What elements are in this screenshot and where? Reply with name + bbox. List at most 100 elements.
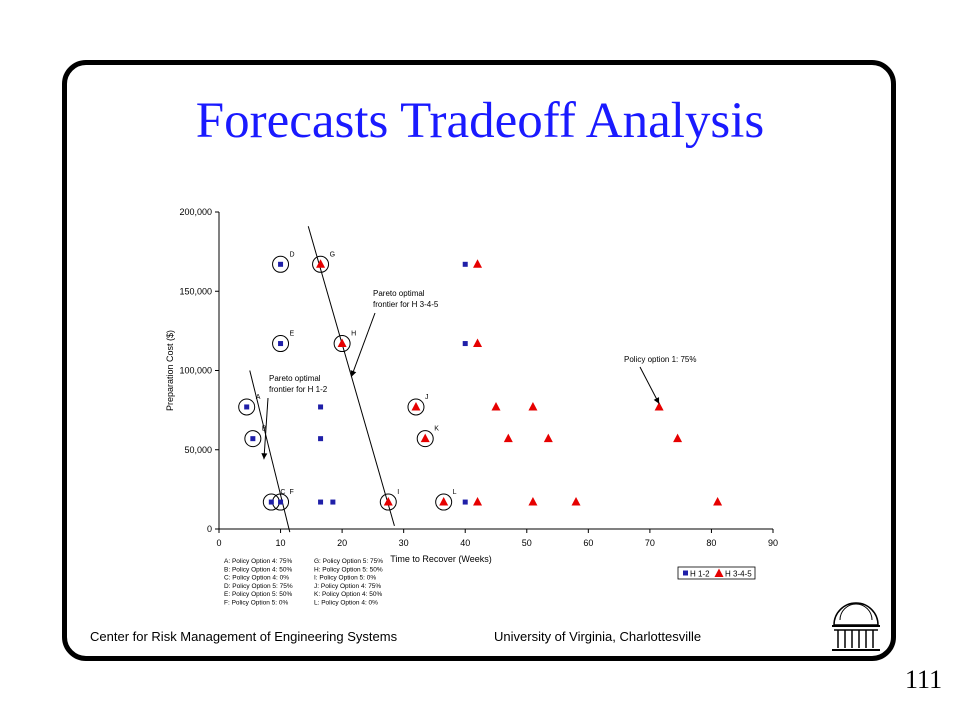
policy-key-item: E: Policy Option 5: 50% bbox=[224, 591, 293, 598]
highlight-circle bbox=[312, 255, 330, 273]
point-h3-4-5 bbox=[383, 497, 393, 506]
y-tick-label: 0 bbox=[207, 524, 212, 534]
point-h3-4-5 bbox=[337, 338, 347, 348]
x-tick-label: 0 bbox=[216, 538, 221, 548]
legend-label-h3-4-5: H 3-4-5 bbox=[725, 570, 752, 579]
point-labels: A B C F E D G H I J K L bbox=[256, 251, 457, 496]
annotation-text: Pareto optimal bbox=[269, 374, 321, 383]
point-h1-2 bbox=[318, 404, 324, 410]
y-axis-title: Preparation Cost ($) bbox=[165, 330, 175, 411]
point-h1-2 bbox=[268, 499, 274, 505]
annotation-text: frontier for H 1-2 bbox=[269, 385, 328, 394]
point-h3-4-5 bbox=[473, 338, 483, 348]
point-label: B bbox=[262, 426, 267, 433]
point-label: H bbox=[351, 331, 356, 338]
x-tick-label: 60 bbox=[583, 538, 593, 548]
point-label: K bbox=[434, 426, 439, 433]
point-h1-2 bbox=[278, 341, 284, 347]
slide-title: Forecasts Tradeoff Analysis bbox=[195, 93, 765, 149]
point-h3-4-5 bbox=[473, 497, 483, 506]
y-tick-label: 150,000 bbox=[179, 286, 212, 296]
x-tick-label: 10 bbox=[276, 538, 286, 548]
highlight-circle bbox=[416, 430, 434, 448]
highlight-circle bbox=[238, 398, 256, 416]
point-label: J bbox=[425, 394, 429, 401]
legend-marker-h1-2 bbox=[683, 570, 688, 576]
annotation-arrow bbox=[263, 397, 269, 460]
annotation-arrowhead bbox=[261, 453, 268, 460]
slide-frame bbox=[62, 60, 896, 661]
point-h3-4-5 bbox=[439, 497, 449, 506]
point-label: A bbox=[256, 394, 261, 401]
x-tick-label: 40 bbox=[460, 538, 470, 548]
footer-org: Center for Risk Management of Engineerin… bbox=[90, 629, 398, 644]
chart-legend: H 1-2 H 3-4-5 bbox=[677, 566, 756, 580]
legend-box bbox=[677, 566, 756, 580]
annotation-arrow bbox=[350, 312, 376, 378]
y-tick-label: 50,000 bbox=[184, 445, 212, 455]
annotation-arrow bbox=[639, 366, 660, 405]
point-label: D bbox=[290, 251, 295, 258]
highlight-circle bbox=[272, 255, 290, 273]
point-h3-4-5 bbox=[571, 497, 581, 506]
x-tick-label: 20 bbox=[337, 538, 347, 548]
highlight-circle bbox=[435, 493, 453, 511]
point-h1-2 bbox=[462, 341, 468, 347]
point-h3-4-5 bbox=[528, 497, 538, 506]
policy-key-item: L: Policy Option 4: 0% bbox=[314, 600, 378, 607]
point-h3-4-5 bbox=[543, 433, 553, 443]
legend-label-h1-2: H 1-2 bbox=[690, 570, 710, 579]
annotation-text: frontier for H 3-4-5 bbox=[373, 300, 439, 309]
point-h3-4-5 bbox=[491, 401, 501, 411]
point-h1-2 bbox=[278, 499, 284, 505]
page-number: 111 bbox=[905, 665, 943, 694]
data-points bbox=[244, 259, 723, 506]
point-h3-4-5 bbox=[673, 433, 683, 443]
x-tick-label: 30 bbox=[399, 538, 409, 548]
y-tick-label: 200,000 bbox=[179, 207, 212, 217]
highlight-circle bbox=[379, 493, 397, 511]
policy-key-item: A: Policy Option 4: 75% bbox=[224, 558, 293, 565]
point-h3-4-5 bbox=[411, 401, 421, 411]
point-label: C bbox=[280, 489, 285, 496]
point-h3-4-5 bbox=[420, 433, 430, 443]
policy-key-item: B: Policy Option 4: 50% bbox=[224, 566, 293, 573]
annotations: Pareto optimal frontier for H 1-2 Pareto o… bbox=[261, 289, 697, 460]
x-tick-label: 80 bbox=[706, 538, 716, 548]
point-h1-2 bbox=[250, 436, 256, 442]
point-h3-4-5 bbox=[316, 259, 326, 268]
point-h3-4-5 bbox=[503, 433, 513, 443]
chart-axes: 0 10 20 30 40 50 60 70 80 90 0 50,000 100,000 150,000… bbox=[165, 207, 778, 564]
legend-marker-h3-4-5 bbox=[714, 568, 724, 577]
point-h3-4-5 bbox=[713, 497, 723, 506]
point-h3-4-5 bbox=[473, 259, 483, 268]
point-label: I bbox=[397, 489, 399, 496]
policy-key-item: G: Policy Option 5: 75% bbox=[314, 558, 383, 565]
point-h1-2 bbox=[318, 499, 324, 505]
footer-university: University of Virginia, Charlottesville bbox=[494, 629, 702, 644]
point-h1-2 bbox=[278, 261, 284, 267]
x-tick-label: 50 bbox=[522, 538, 532, 548]
point-h1-2 bbox=[318, 436, 324, 442]
point-label: L bbox=[453, 489, 457, 496]
pareto-frontier-line bbox=[249, 370, 291, 533]
policy-key-item: H: Policy Option 5: 50% bbox=[314, 566, 383, 573]
university-logo-icon bbox=[832, 602, 880, 651]
policy-key-item: D: Policy Option 5: 75% bbox=[224, 583, 293, 590]
annotation-text: Policy option 1: 75% bbox=[624, 355, 697, 364]
x-axis-title: Time to Recover (Weeks) bbox=[390, 554, 492, 564]
point-h1-2 bbox=[330, 499, 336, 505]
highlight-circle bbox=[333, 335, 351, 353]
policy-key-item: I: Policy Option 5: 0% bbox=[314, 575, 376, 582]
highlight-circle bbox=[407, 398, 425, 416]
point-h1-2 bbox=[462, 261, 468, 267]
policy-key-item: K: Policy Option 4: 50% bbox=[314, 591, 383, 598]
point-h1-2 bbox=[244, 404, 250, 410]
annotation-arrowhead bbox=[653, 397, 660, 404]
point-label: G bbox=[330, 251, 335, 258]
policy-key-item: C: Policy Option 4: 0% bbox=[224, 575, 289, 582]
x-tick-label: 90 bbox=[768, 538, 778, 548]
policy-key-item: F: Policy Option 5: 0% bbox=[224, 600, 289, 607]
annotation-text: Pareto optimal bbox=[373, 289, 425, 298]
